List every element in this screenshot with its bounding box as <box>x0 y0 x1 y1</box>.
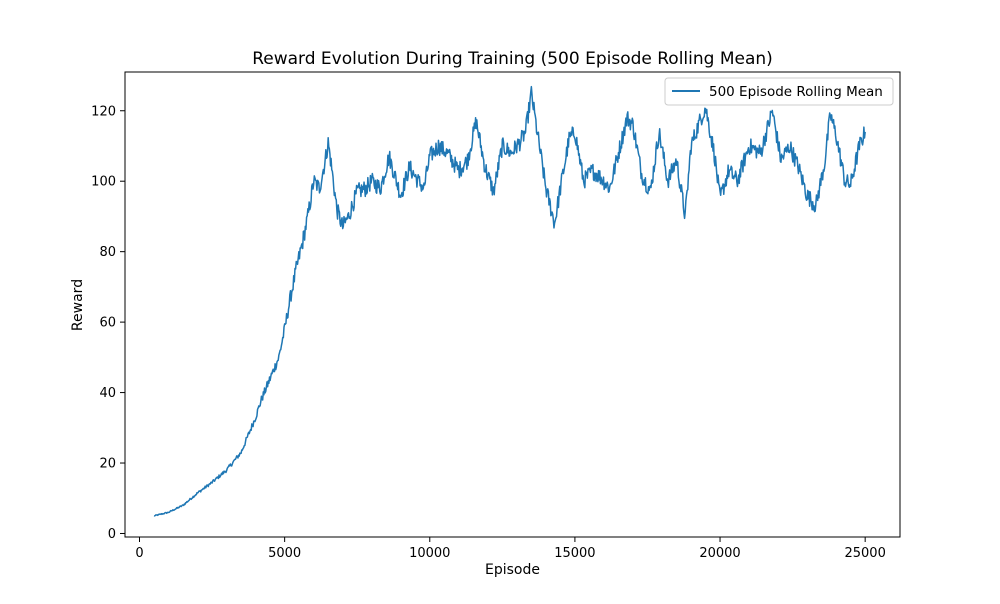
x-tick-label: 5000 <box>268 546 301 561</box>
y-tick-label: 80 <box>99 245 116 260</box>
axes-frame <box>124 71 901 538</box>
legend: 500 Episode Rolling Mean <box>664 77 894 106</box>
legend-box <box>664 77 894 106</box>
series-line <box>153 85 866 517</box>
x-tick-label: 20000 <box>699 546 740 561</box>
y-axis: 0 20 40 60 80 100 120 <box>91 104 125 542</box>
y-tick-label: 20 <box>99 457 116 472</box>
plot-area <box>153 85 866 517</box>
x-axis-label: Episode <box>485 562 540 578</box>
y-axis-label: Reward <box>70 279 86 331</box>
y-tick-label: 120 <box>91 104 116 119</box>
chart-title: Reward Evolution During Training (500 Ep… <box>252 49 773 69</box>
y-tick-label: 0 <box>108 527 116 542</box>
legend-entry: 500 Episode Rolling Mean <box>709 84 883 100</box>
y-tick-label: 60 <box>99 316 116 331</box>
y-tick-label: 100 <box>91 175 116 190</box>
x-axis: 0 5000 10000 15000 20000 25000 <box>135 537 886 561</box>
y-tick-label: 40 <box>99 386 116 401</box>
x-tick-label: 15000 <box>554 546 595 561</box>
x-tick-label: 25000 <box>844 546 885 561</box>
x-tick-label: 0 <box>135 546 143 561</box>
x-tick-label: 10000 <box>409 546 450 561</box>
